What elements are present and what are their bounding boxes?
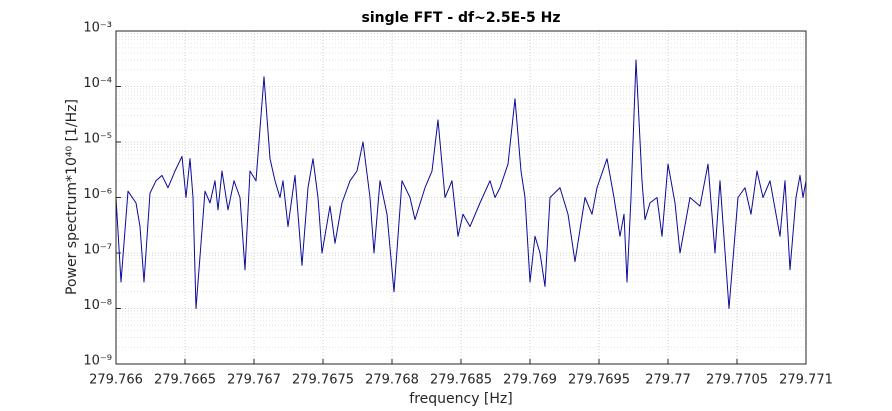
- x-tick-label: 279.767: [227, 373, 281, 388]
- x-tick-label: 279.769: [503, 373, 557, 388]
- x-tick-label: 279.768: [365, 373, 419, 388]
- x-tick-label: 279.7705: [706, 373, 768, 388]
- axes-box: [115, 30, 807, 365]
- y-tick-label: 10⁻⁵: [83, 132, 112, 147]
- x-tick-label: 279.77: [645, 373, 691, 388]
- x-tick-label: 279.7685: [430, 373, 492, 388]
- x-tick-label: 279.7675: [292, 373, 354, 388]
- y-tick-label: 10⁻⁸: [83, 298, 112, 313]
- x-tick-label: 279.7695: [568, 373, 630, 388]
- y-tick-label: 10⁻⁹: [83, 354, 112, 369]
- chart-title: single FFT - df~2.5E-5 Hz: [361, 10, 560, 26]
- y-tick-label: 10⁻³: [83, 21, 112, 36]
- x-tick-label: 279.7665: [154, 373, 216, 388]
- x-tick-label: 279.771: [779, 373, 833, 388]
- y-tick-label: 10⁻⁶: [83, 187, 112, 202]
- x-tick-label: 279.766: [89, 373, 143, 388]
- y-tick-label: 10⁻⁴: [83, 76, 112, 91]
- y-axis-label: Power spectrum*10⁴⁰ [1/Hz]: [64, 99, 80, 295]
- spectrum-line: [115, 59, 807, 309]
- x-axis-label: frequency [Hz]: [409, 391, 512, 407]
- y-tick-label: 10⁻⁷: [83, 243, 112, 258]
